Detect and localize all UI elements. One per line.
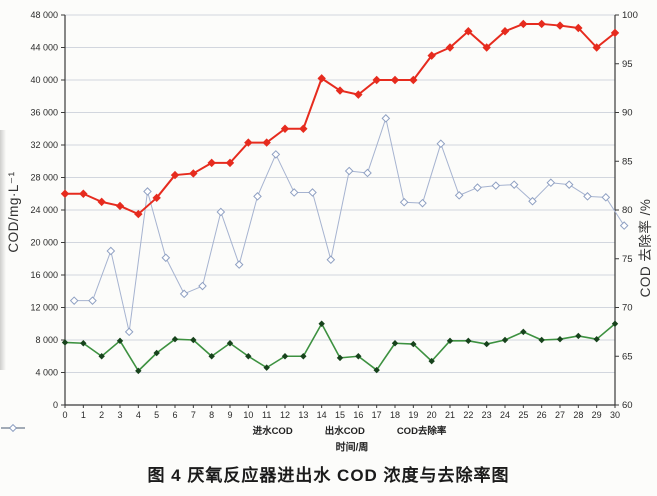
svg-text:65: 65	[622, 351, 633, 362]
figure-caption: 图 4 厌氧反应器进出水 COD 浓度与去除率图	[147, 466, 510, 485]
svg-text:36 000: 36 000	[30, 108, 58, 118]
svg-text:12: 12	[280, 410, 290, 420]
svg-text:11: 11	[262, 410, 271, 420]
svg-text:3: 3	[117, 410, 122, 420]
svg-text:20: 20	[427, 410, 437, 420]
svg-text:29: 29	[592, 410, 602, 420]
svg-text:5: 5	[154, 410, 159, 420]
svg-text:4 000: 4 000	[35, 368, 58, 378]
series-removal-rate	[69, 114, 629, 337]
right-axis-ticks: 60 65 70 75 80 85 90 95 100	[615, 10, 638, 411]
x-axis-title: 时间/周	[335, 442, 369, 454]
svg-text:6: 6	[172, 410, 177, 420]
legend-label-influent-cod: 进水COD	[252, 426, 293, 437]
svg-text:8: 8	[209, 410, 214, 420]
svg-text:1: 1	[81, 410, 86, 420]
svg-text:20 000: 20 000	[30, 238, 58, 248]
series-influent-cod	[60, 19, 620, 219]
svg-text:12 000: 12 000	[30, 303, 58, 313]
svg-text:9: 9	[227, 410, 232, 420]
svg-text:0: 0	[62, 410, 67, 420]
svg-text:24: 24	[500, 410, 510, 420]
svg-text:60: 60	[622, 400, 633, 411]
left-axis-ticks: 0 4 000 8 000 12 000 16 000 20 000 24 000 28 00…	[30, 10, 65, 410]
svg-text:90: 90	[622, 108, 633, 119]
svg-text:32 000: 32 000	[30, 140, 58, 150]
legend-label-removal-rate: COD去除率	[396, 426, 447, 437]
series-effluent-cod	[61, 320, 619, 375]
svg-text:16: 16	[353, 410, 363, 420]
left-axis-title: COD/mg·L⁻¹	[6, 171, 21, 253]
svg-text:21: 21	[445, 410, 455, 420]
legend-item-effluent-cod: 出水COD	[1, 423, 365, 437]
svg-text:13: 13	[298, 410, 308, 420]
svg-text:4: 4	[136, 410, 141, 420]
svg-text:30: 30	[610, 410, 620, 420]
svg-text:7: 7	[191, 410, 196, 420]
svg-text:28: 28	[573, 410, 583, 420]
svg-text:16 000: 16 000	[30, 270, 58, 280]
legend-marker-removal-rate	[1, 423, 25, 433]
svg-text:95: 95	[622, 59, 633, 70]
svg-text:17: 17	[372, 410, 382, 420]
svg-text:48 000: 48 000	[30, 10, 58, 20]
svg-text:24 000: 24 000	[30, 205, 58, 215]
svg-text:0: 0	[53, 400, 58, 410]
chart-legend: 进水COD 出水COD COD去除率	[0, 423, 657, 437]
legend-label-effluent-cod: 出水COD	[324, 426, 365, 437]
svg-text:28 000: 28 000	[30, 173, 58, 183]
svg-text:14: 14	[317, 410, 327, 420]
svg-text:44 000: 44 000	[30, 43, 58, 53]
gridlines	[65, 14, 615, 373]
svg-text:75: 75	[622, 254, 633, 265]
svg-text:23: 23	[482, 410, 492, 420]
legend-item-influent-cod: 进水COD	[1, 423, 293, 437]
svg-text:2: 2	[99, 410, 104, 420]
cod-chart-plot: 0 4 000 8 000 12 000 16 000 20 000 24 000 28 00…	[30, 10, 638, 420]
svg-text:18: 18	[390, 410, 400, 420]
svg-text:19: 19	[408, 410, 418, 420]
right-axis-title: COD 去除率 /%	[638, 198, 653, 298]
legend-item-removal-rate: COD去除率	[1, 423, 447, 437]
svg-text:70: 70	[622, 303, 633, 314]
svg-text:8 000: 8 000	[35, 335, 58, 345]
svg-text:15: 15	[335, 410, 345, 420]
svg-text:10: 10	[243, 410, 253, 420]
svg-text:85: 85	[622, 156, 633, 167]
svg-text:27: 27	[555, 410, 565, 420]
svg-text:22: 22	[463, 410, 473, 420]
svg-text:80: 80	[622, 205, 633, 216]
x-axis-ticks: 0 1 2 3 4 5 6 7 8 9 10 11 12 13 14 15 16 17 18 19 20 21 22 23 24…	[62, 405, 620, 420]
svg-text:100: 100	[622, 10, 638, 21]
svg-text:25: 25	[518, 410, 528, 420]
svg-text:26: 26	[537, 410, 547, 420]
scan-artifact	[0, 130, 6, 370]
svg-text:40 000: 40 000	[30, 75, 58, 85]
